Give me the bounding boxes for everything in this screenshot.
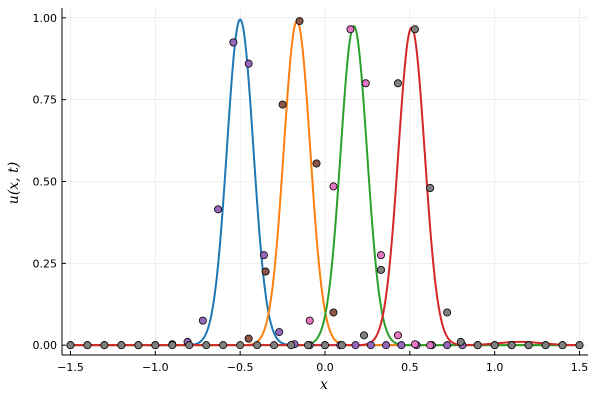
data-point-2 [278, 100, 287, 109]
data-point-4 [558, 341, 567, 350]
data-point-4 [151, 341, 160, 350]
ticks: −1.5 −1.0 −0.5 0.0 0.5 1.0 1.5 0.00 0.25 0.50 0.75… [33, 8, 589, 374]
data-point-3 [346, 25, 355, 34]
data-point-4 [287, 341, 296, 350]
data-point-4 [473, 341, 482, 350]
data-point-2 [244, 334, 253, 343]
data-point-4 [100, 341, 109, 350]
y-tick-label: 0.50 [33, 176, 58, 189]
data-point-4 [304, 341, 313, 350]
data-point-4 [426, 184, 435, 193]
data-point-4 [320, 341, 329, 350]
y-tick-label: 0.25 [33, 257, 58, 270]
x-tick-label: 1.0 [486, 361, 504, 374]
data-point-4 [524, 341, 533, 350]
data-point-1 [366, 341, 375, 350]
data-point-4 [83, 341, 92, 350]
data-point-4 [376, 265, 385, 274]
data-point-3 [393, 331, 402, 340]
data-point-4 [185, 341, 194, 350]
data-point-4 [236, 341, 245, 350]
data-point-2 [312, 159, 321, 168]
data-point-1 [229, 38, 238, 47]
data-point-3 [410, 340, 419, 349]
data-point-1 [198, 316, 207, 325]
data-point-3 [376, 251, 385, 260]
data-point-1 [351, 341, 360, 350]
data-point-4 [337, 341, 346, 350]
data-point-4 [270, 341, 279, 350]
data-point-4 [134, 341, 143, 350]
y-tick-label: 0.00 [33, 339, 58, 352]
data-point-3 [361, 79, 370, 88]
x-tick-label: 1.5 [571, 361, 589, 374]
data-point-4 [456, 337, 465, 346]
x-axis-label: x [320, 377, 328, 393]
data-point-4 [410, 25, 419, 34]
data-point-3 [305, 316, 314, 325]
data-point-4 [541, 341, 550, 350]
y-axis-label: u(x, t) [6, 162, 22, 204]
data-point-3 [426, 341, 435, 350]
data-point-4 [168, 341, 177, 350]
data-point-1 [244, 59, 253, 68]
data-point-2 [295, 17, 304, 26]
data-point-4 [575, 341, 584, 350]
data-point-1 [443, 341, 452, 350]
data-point-3 [329, 182, 338, 191]
x-tick-label: −1.5 [57, 361, 84, 374]
x-tick-label: 0.5 [401, 361, 419, 374]
data-point-4 [219, 341, 228, 350]
data-point-4 [253, 341, 262, 350]
grid [62, 8, 588, 355]
data-point-4 [117, 341, 126, 350]
data-point-4 [393, 79, 402, 88]
data-point-1 [275, 328, 284, 337]
data-point-4 [490, 341, 499, 350]
x-tick-label: −0.5 [227, 361, 254, 374]
data-point-4 [66, 341, 75, 350]
x-tick-label: −1.0 [142, 361, 169, 374]
data-point-1 [214, 205, 223, 214]
y-tick-label: 1.00 [33, 12, 58, 25]
data-point-1 [397, 341, 406, 350]
data-point-4 [443, 308, 452, 317]
data-point-4 [360, 331, 369, 340]
y-tick-label: 0.75 [33, 94, 58, 107]
data-point-2 [261, 267, 270, 276]
data-point-1 [259, 251, 268, 260]
data-point-4 [202, 341, 211, 350]
data-point-2 [329, 308, 338, 317]
data-point-4 [507, 341, 516, 350]
data-point-1 [382, 341, 391, 350]
x-tick-label: 0.0 [316, 361, 334, 374]
series-points [66, 17, 584, 350]
